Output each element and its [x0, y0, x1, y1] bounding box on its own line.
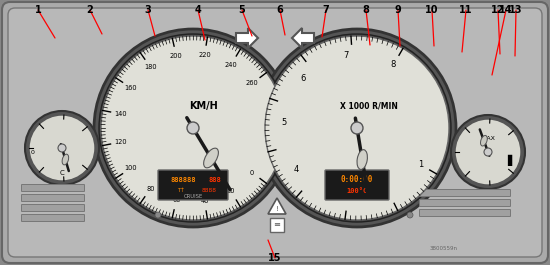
Circle shape — [58, 144, 66, 152]
Ellipse shape — [481, 135, 487, 146]
Text: 14: 14 — [499, 5, 513, 15]
Text: 2: 2 — [87, 5, 94, 15]
Text: 80: 80 — [146, 186, 155, 192]
Text: 13: 13 — [509, 5, 522, 15]
Text: ≡: ≡ — [273, 220, 281, 229]
Text: 3800559n: 3800559n — [430, 245, 458, 250]
Text: 140: 140 — [114, 111, 126, 117]
FancyBboxPatch shape — [270, 218, 284, 232]
Text: 240: 240 — [225, 61, 238, 68]
Text: 40: 40 — [200, 198, 209, 204]
Text: MAX: MAX — [481, 135, 495, 140]
Text: ▌: ▌ — [507, 154, 515, 166]
Text: 9: 9 — [395, 5, 402, 15]
Circle shape — [407, 212, 413, 218]
Text: 888: 888 — [208, 177, 221, 183]
Polygon shape — [236, 28, 258, 48]
Text: 8888: 8888 — [201, 188, 217, 192]
Circle shape — [265, 36, 449, 220]
Text: 4: 4 — [195, 5, 201, 15]
Text: C: C — [59, 170, 64, 176]
Polygon shape — [268, 198, 286, 214]
Text: 8: 8 — [391, 60, 396, 69]
Circle shape — [99, 34, 287, 222]
FancyBboxPatch shape — [21, 205, 85, 211]
Text: 260: 260 — [246, 81, 258, 86]
Circle shape — [94, 29, 292, 227]
Circle shape — [263, 34, 451, 222]
Text: 888888: 888888 — [170, 177, 196, 183]
Text: 0:00:00: 0:00:00 — [341, 175, 373, 184]
Circle shape — [155, 212, 161, 218]
Circle shape — [484, 148, 492, 156]
Text: 100: 100 — [125, 165, 138, 171]
Polygon shape — [292, 28, 314, 48]
Text: 6: 6 — [301, 74, 306, 83]
Text: 10: 10 — [425, 5, 439, 15]
Text: 1: 1 — [35, 5, 41, 15]
Text: 4: 4 — [294, 165, 299, 174]
Text: 8: 8 — [362, 5, 370, 15]
FancyBboxPatch shape — [420, 200, 510, 206]
Text: 200: 200 — [170, 53, 183, 59]
Circle shape — [258, 29, 456, 227]
FancyBboxPatch shape — [21, 214, 85, 222]
Circle shape — [29, 115, 95, 181]
FancyBboxPatch shape — [420, 189, 510, 197]
Text: 5: 5 — [282, 118, 287, 127]
Text: 7: 7 — [343, 51, 349, 60]
Ellipse shape — [62, 154, 69, 165]
Circle shape — [101, 36, 285, 220]
Text: !: ! — [276, 206, 278, 212]
Text: 100°C: 100°C — [346, 188, 367, 194]
Text: 5: 5 — [239, 5, 245, 15]
FancyBboxPatch shape — [21, 195, 85, 201]
Text: 120: 120 — [114, 139, 126, 145]
Text: 7: 7 — [323, 5, 329, 15]
Text: 12: 12 — [491, 5, 505, 15]
Text: KM/H: KM/H — [189, 101, 217, 111]
Circle shape — [25, 111, 99, 185]
FancyBboxPatch shape — [158, 170, 228, 200]
Circle shape — [455, 119, 521, 185]
Circle shape — [187, 122, 199, 134]
Text: T↑: T↑ — [177, 188, 185, 192]
Text: 3: 3 — [145, 5, 151, 15]
Text: 60: 60 — [172, 197, 180, 203]
FancyBboxPatch shape — [2, 2, 548, 263]
Text: 3: 3 — [333, 193, 338, 202]
Text: 15: 15 — [268, 253, 282, 263]
FancyBboxPatch shape — [325, 170, 389, 200]
FancyBboxPatch shape — [21, 184, 85, 192]
Text: 1: 1 — [417, 160, 423, 169]
Circle shape — [451, 115, 525, 189]
Text: 220: 220 — [198, 52, 211, 58]
Text: 20: 20 — [227, 188, 235, 195]
Text: 6: 6 — [277, 5, 283, 15]
Text: CRUISE: CRUISE — [183, 195, 202, 200]
FancyBboxPatch shape — [8, 8, 542, 257]
Ellipse shape — [357, 150, 367, 170]
FancyBboxPatch shape — [420, 210, 510, 217]
Text: 0: 0 — [31, 151, 35, 156]
Ellipse shape — [204, 148, 218, 168]
Text: 0: 0 — [250, 170, 254, 175]
Text: X 1000 R/MIN: X 1000 R/MIN — [340, 101, 398, 111]
Text: 2: 2 — [381, 191, 386, 200]
Text: 180: 180 — [144, 64, 157, 70]
Circle shape — [351, 122, 363, 134]
Text: 160: 160 — [125, 85, 138, 91]
Text: 11: 11 — [459, 5, 473, 15]
